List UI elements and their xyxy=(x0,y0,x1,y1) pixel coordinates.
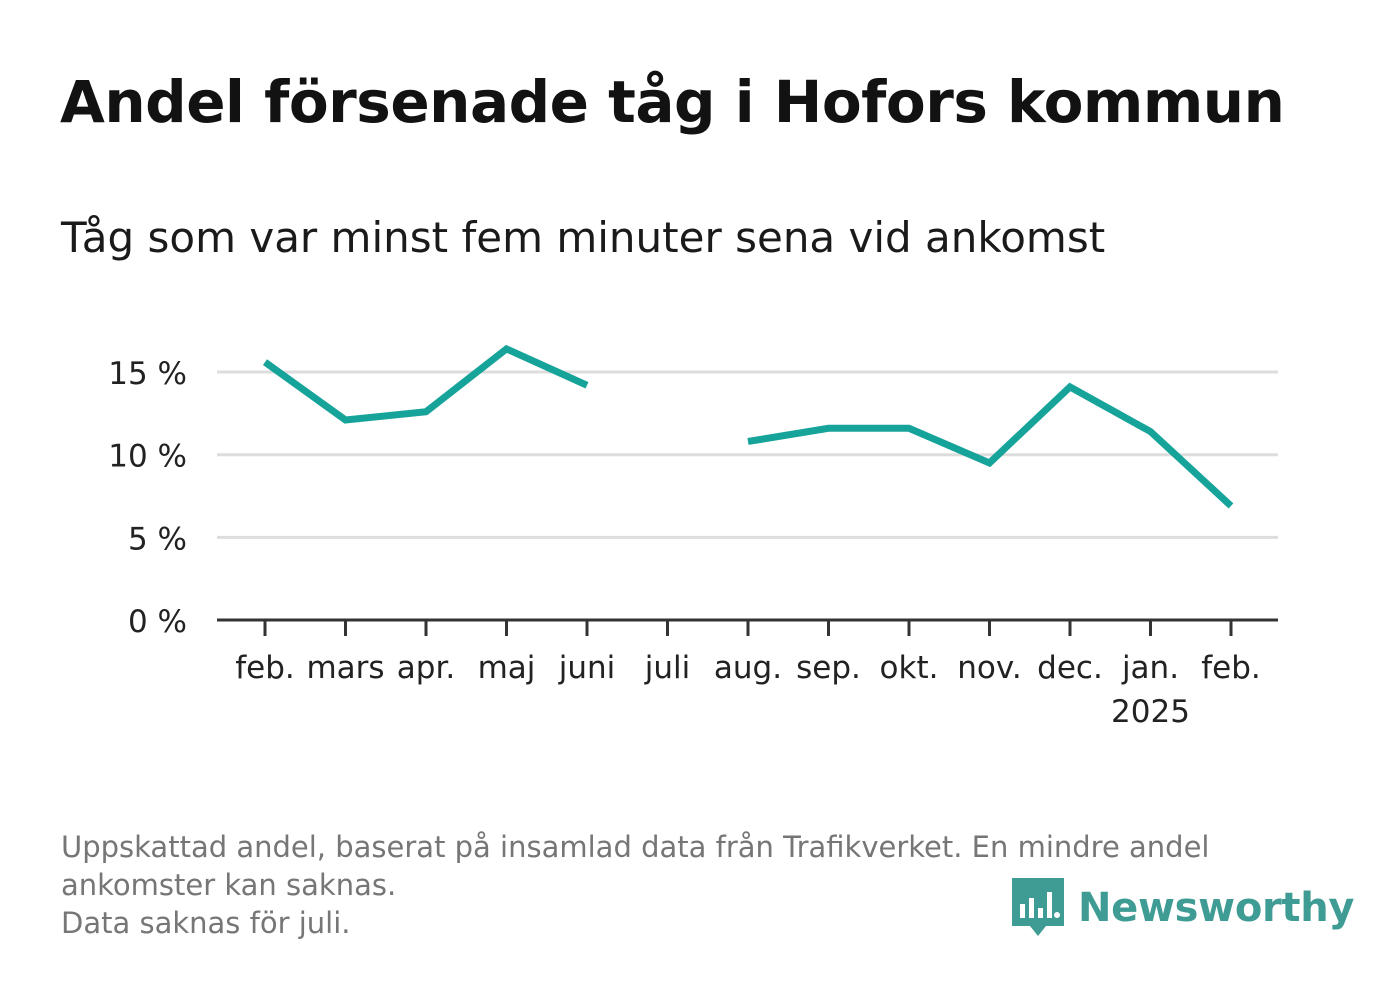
footnote-line-2: ankomster kan saknas. xyxy=(61,868,397,902)
series-line-segment xyxy=(747,382,1234,509)
y-tick-label: 5 % xyxy=(128,521,187,557)
x-tick-label: feb. xyxy=(1201,650,1261,686)
footnote-line-3: Data saknas för juli. xyxy=(61,906,351,940)
footnote-line-1: Uppskattad andel, baserat på insamlad da… xyxy=(61,830,1210,864)
x-tick-label: apr. xyxy=(397,650,455,686)
y-axis-tick-labels: 0 % 5 % 10 % 15 % xyxy=(108,356,187,640)
x-tick-sublabel: 2025 xyxy=(1111,694,1190,730)
newsworthy-bar-chart-icon xyxy=(1012,878,1064,936)
footnote: Uppskattad andel, baserat på insamlad da… xyxy=(61,828,1321,942)
x-tick-label: juni xyxy=(558,650,616,686)
grid-lines xyxy=(217,370,1278,539)
y-tick-label: 15 % xyxy=(108,356,187,392)
chart-subtitle: Tåg som var minst fem minuter sena vid a… xyxy=(61,213,1106,262)
y-tick-label: 0 % xyxy=(128,604,187,640)
x-tick-label: mars xyxy=(306,650,384,686)
x-axis xyxy=(217,618,1278,636)
x-axis-tick-labels: feb. mars apr. maj juni juli aug. sep. okt. nov. d… xyxy=(235,650,1261,730)
x-tick-label: sep. xyxy=(796,650,861,686)
x-tick-label: feb. xyxy=(235,650,295,686)
series-line-segment xyxy=(262,344,589,424)
x-tick-label: dec. xyxy=(1037,650,1103,686)
brand-name: Newsworthy xyxy=(1078,885,1355,931)
series-lines xyxy=(262,344,1234,509)
x-tick-label: okt. xyxy=(880,650,939,686)
x-tick-label: aug. xyxy=(714,650,782,686)
x-tick-label: jan. xyxy=(1121,650,1179,686)
x-tick-label: maj xyxy=(478,650,536,686)
chart-title: Andel försenade tåg i Hofors kommun xyxy=(60,68,1285,136)
newsworthy-logo: Newsworthy xyxy=(1012,878,1355,938)
x-tick-label: nov. xyxy=(957,650,1021,686)
y-tick-label: 10 % xyxy=(108,439,187,475)
x-tick-label: juli xyxy=(644,650,691,686)
